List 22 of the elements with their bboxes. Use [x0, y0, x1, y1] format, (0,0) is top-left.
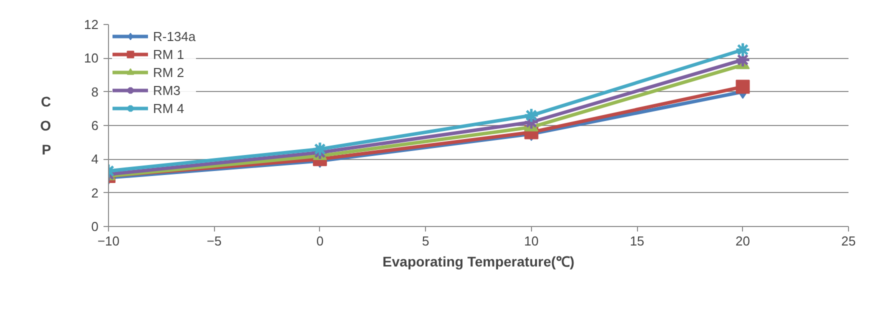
- x-axis-title: Evaporating Temperature(℃): [382, 254, 574, 270]
- legend-label: RM 2: [153, 64, 184, 80]
- y-tick-label: 2: [91, 185, 99, 200]
- y-tick-label: 6: [91, 118, 99, 133]
- x-tick-label: 15: [630, 234, 644, 248]
- y-axis-title: C O P: [40, 94, 52, 158]
- legend-label: RM 4: [153, 100, 184, 116]
- x-tick-label: 5: [422, 234, 430, 248]
- legend-label: RM 1: [153, 46, 184, 62]
- y-tick-label: 8: [91, 84, 99, 100]
- legend-label: RM3: [153, 82, 180, 98]
- y-tick-label: 4: [91, 152, 99, 167]
- x-tick-label: 25: [841, 234, 856, 248]
- legend-label: R-134a: [153, 28, 196, 44]
- x-tick-label: −5: [206, 234, 222, 248]
- x-tick-label: 20: [736, 234, 750, 248]
- x-tick-label: −10: [97, 234, 120, 248]
- y-tick-label: 0: [91, 219, 99, 234]
- x-tick-label: 10: [524, 234, 539, 248]
- y-tick-label: 10: [84, 50, 99, 66]
- y-tick-label: 12: [84, 17, 99, 32]
- x-tick-label: 0: [316, 234, 324, 248]
